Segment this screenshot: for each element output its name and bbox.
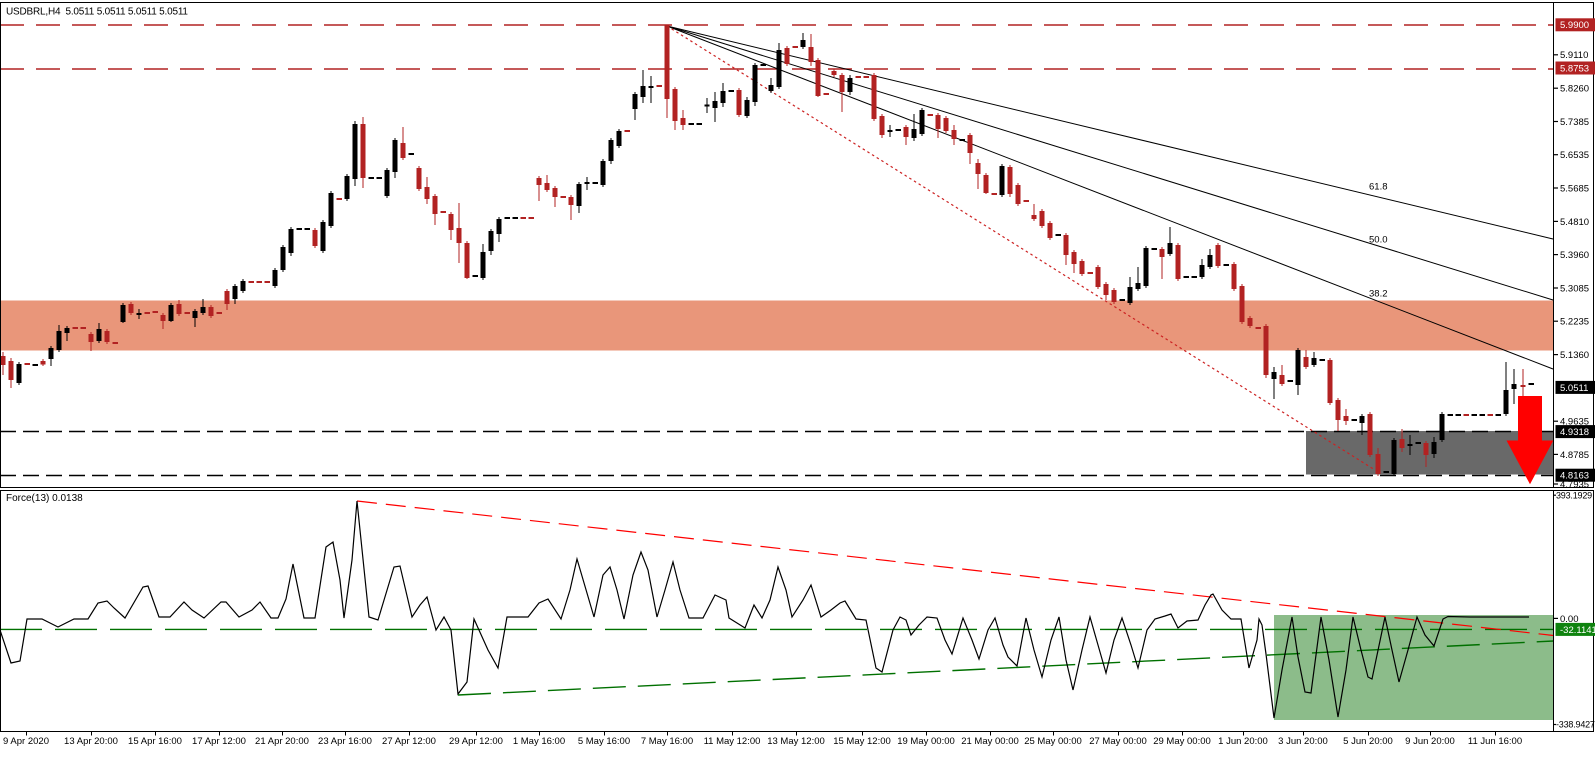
- svg-text:5.3960: 5.3960: [1560, 250, 1589, 261]
- svg-text:50.0: 50.0: [1369, 235, 1388, 246]
- svg-text:4.9318: 4.9318: [1560, 427, 1589, 438]
- svg-text:9 Jun 20:00: 9 Jun 20:00: [1405, 736, 1455, 747]
- svg-text:29 Apr 12:00: 29 Apr 12:00: [449, 736, 503, 747]
- svg-text:5.1360: 5.1360: [1560, 350, 1589, 361]
- svg-text:5 Jun 20:00: 5 Jun 20:00: [1343, 736, 1393, 747]
- svg-text:38.2: 38.2: [1369, 289, 1388, 300]
- svg-text:19 May 00:00: 19 May 00:00: [897, 736, 955, 747]
- svg-text:11 Jun 16:00: 11 Jun 16:00: [1468, 736, 1522, 747]
- svg-text:5.3085: 5.3085: [1560, 283, 1589, 294]
- svg-text:1 May 16:00: 1 May 16:00: [513, 736, 565, 747]
- svg-text:13 May 12:00: 13 May 12:00: [767, 736, 825, 747]
- svg-text:5.9110: 5.9110: [1560, 50, 1588, 61]
- svg-text:5 May 16:00: 5 May 16:00: [578, 736, 630, 747]
- svg-text:4.8785: 4.8785: [1560, 450, 1589, 461]
- svg-text:61.8: 61.8: [1369, 182, 1388, 193]
- svg-text:15 Apr 16:00: 15 Apr 16:00: [128, 736, 182, 747]
- svg-text:9 Apr 2020: 9 Apr 2020: [3, 736, 49, 747]
- svg-text:27 Apr 12:00: 27 Apr 12:00: [382, 736, 436, 747]
- svg-text:23 Apr 16:00: 23 Apr 16:00: [318, 736, 372, 747]
- svg-text:25 May 00:00: 25 May 00:00: [1024, 736, 1082, 747]
- svg-text:11 May 12:00: 11 May 12:00: [704, 736, 761, 747]
- svg-text:5.8260: 5.8260: [1560, 84, 1589, 95]
- svg-text:5.7385: 5.7385: [1560, 117, 1589, 128]
- svg-text:Force(13) 0.0138: Force(13) 0.0138: [6, 493, 83, 504]
- svg-text:5.5685: 5.5685: [1560, 183, 1589, 194]
- svg-text:393.1929: 393.1929: [1556, 490, 1592, 500]
- svg-text:-32.1141: -32.1141: [1560, 625, 1595, 636]
- svg-text:29 May 00:00: 29 May 00:00: [1153, 736, 1211, 747]
- svg-text:-338.9427: -338.9427: [1556, 720, 1595, 730]
- svg-text:1 Jun 20:00: 1 Jun 20:00: [1218, 736, 1268, 747]
- svg-text:27 May 00:00: 27 May 00:00: [1089, 736, 1147, 747]
- svg-text:5.0511: 5.0511: [1560, 383, 1588, 394]
- svg-text:5.8753: 5.8753: [1560, 63, 1589, 74]
- svg-text:USDBRL,H4 5.0511 5.0511 5.051: USDBRL,H4 5.0511 5.0511 5.0511 5.0511: [6, 7, 188, 18]
- svg-text:21 Apr 20:00: 21 Apr 20:00: [255, 736, 309, 747]
- svg-text:15 May 12:00: 15 May 12:00: [833, 736, 891, 747]
- svg-text:5.6535: 5.6535: [1560, 150, 1589, 161]
- svg-text:3 Jun 20:00: 3 Jun 20:00: [1278, 736, 1328, 747]
- svg-text:5.4810: 5.4810: [1560, 217, 1589, 228]
- svg-text:7 May 16:00: 7 May 16:00: [641, 736, 693, 747]
- svg-text:5.9900: 5.9900: [1560, 20, 1589, 31]
- svg-text:17 Apr 12:00: 17 Apr 12:00: [192, 736, 246, 747]
- svg-text:5.2235: 5.2235: [1560, 317, 1589, 328]
- svg-text:4.7935: 4.7935: [1560, 479, 1589, 490]
- svg-text:21 May 00:00: 21 May 00:00: [961, 736, 1019, 747]
- svg-text:13 Apr 20:00: 13 Apr 20:00: [64, 736, 118, 747]
